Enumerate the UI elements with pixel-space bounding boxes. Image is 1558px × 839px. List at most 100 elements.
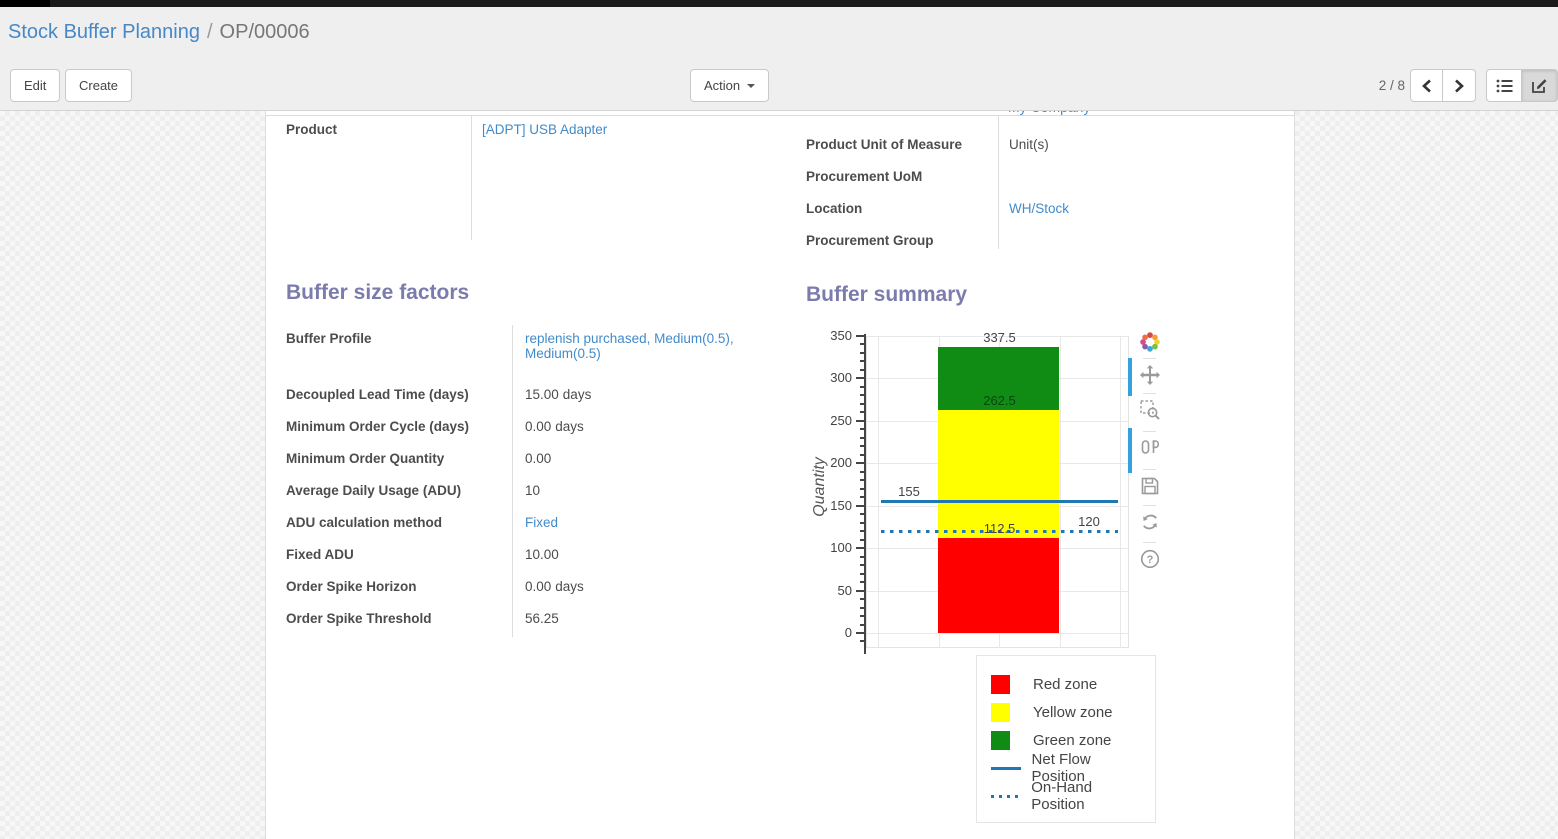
y-major-tick	[856, 547, 864, 550]
field-row-average-daily-usage-adu: Average Daily Usage (ADU) 10	[286, 477, 796, 509]
list-view-button[interactable]	[1486, 69, 1522, 102]
legend-label-net-flow-position: Net Flow Position	[1031, 751, 1091, 785]
y-tick-label: 350	[830, 328, 852, 343]
annotation-262-5: 262.5	[983, 393, 1016, 409]
legend-label-red-zone: Red zone	[1033, 675, 1098, 693]
zone-yellow-zone	[938, 410, 1059, 538]
form-sheet: My Company Product [ADPT] USB Adapter Pro…	[265, 111, 1295, 839]
buffer-factors-group: Buffer Profile replenish purchased, Mediu…	[286, 325, 796, 637]
field-row-minimum-order-cycle-days: Minimum Order Cycle (days) 0.00 days	[286, 413, 796, 445]
top-navbar	[0, 0, 1558, 7]
field-row-fixed-adu: Fixed ADU 10.00	[286, 541, 796, 573]
compare-hover-icon[interactable]	[1139, 437, 1161, 459]
field-label-spacer	[806, 116, 998, 131]
field-row-order-spike-threshold: Order Spike Threshold 56.25	[286, 605, 796, 637]
pager-next-button[interactable]	[1443, 69, 1476, 102]
field-text-minimum-order-quantity: 0.00	[525, 451, 552, 466]
pager-previous-button[interactable]	[1410, 69, 1443, 102]
field-row-order-spike-horizon: Order Spike Horizon 0.00 days	[286, 573, 796, 605]
action-label: Action	[704, 78, 741, 93]
legend-item-yellow-zone[interactable]: Yellow zone	[991, 698, 1143, 726]
field-text-product-unit-of-measure: Unit(s)	[1009, 137, 1049, 152]
breadcrumb: Stock Buffer Planning / OP/00006	[8, 21, 310, 44]
modebar-separator	[1143, 393, 1156, 394]
y-tick-label: 300	[830, 370, 852, 386]
field-suffix-minimum-order-cycle-days: days	[555, 419, 584, 434]
box-zoom-icon[interactable]	[1139, 399, 1161, 421]
y-major-tick	[856, 419, 864, 422]
form-view-background: My Company Product [ADPT] USB Adapter Pro…	[0, 111, 1558, 839]
field-row-buffer-profile: Buffer Profile replenish purchased, Mediu…	[286, 325, 796, 381]
field-label-adu-calculation-method: ADU calculation method	[286, 515, 443, 530]
action-dropdown-button[interactable]: Action	[690, 69, 770, 102]
modebar-active-indicator	[1128, 358, 1132, 396]
svg-text:?: ?	[1147, 554, 1154, 566]
zone-red-zone	[938, 537, 1059, 633]
field-label-minimum-order-quantity: Minimum Order Quantity	[286, 451, 445, 466]
y-minor-tick	[860, 538, 864, 541]
field-row-product-unit-of-measure: Product Unit of Measure Unit(s)	[806, 131, 1276, 163]
legend-item-red-zone[interactable]: Red zone	[991, 670, 1143, 698]
field-value-fixed-adu: 10.00	[512, 541, 784, 573]
y-minor-tick	[860, 513, 864, 516]
y-major-tick	[856, 377, 864, 380]
pager-buttons	[1410, 69, 1476, 102]
reset-axes-icon[interactable]	[1139, 511, 1161, 533]
product-field-group-left: Product [ADPT] USB Adapter	[286, 116, 736, 240]
field-link-location[interactable]: WH/Stock	[1009, 201, 1070, 216]
y-minor-tick	[860, 479, 864, 482]
y-tick-label: 200	[830, 455, 852, 471]
legend-label-green-zone: Green zone	[1033, 731, 1112, 749]
y-minor-tick	[860, 598, 864, 601]
breadcrumb-separator: /	[206, 21, 213, 43]
top-navbar-segment	[0, 0, 50, 7]
control-panel: Stock Buffer Planning / OP/00006 Edit Crea…	[0, 7, 1558, 111]
field-label-order-spike-threshold: Order Spike Threshold	[286, 611, 432, 626]
annotation-155: 155	[898, 484, 920, 500]
y-minor-tick	[860, 360, 864, 363]
edit-button[interactable]: Edit	[10, 69, 61, 102]
field-value-order-spike-threshold: 56.25	[512, 605, 784, 637]
field-label-order-spike-horizon: Order Spike Horizon	[286, 579, 417, 594]
create-button[interactable]: Create	[65, 69, 133, 102]
y-minor-tick	[860, 623, 864, 626]
legend-swatch-yellow-zone	[991, 702, 1023, 722]
y-major-tick	[856, 462, 864, 465]
modebar-separator	[1143, 469, 1156, 470]
company-field-clipped: My Company	[1008, 111, 1138, 117]
annotation-120: 120	[1078, 514, 1100, 530]
legend-item-green-zone[interactable]: Green zone	[991, 726, 1143, 754]
help-icon[interactable]: ?	[1139, 548, 1161, 570]
field-link-adu-calculation-method[interactable]: Fixed	[525, 515, 559, 530]
field-value-adu-calculation-method: Fixed	[512, 509, 784, 541]
field-link-product[interactable]: [ADPT] USB Adapter	[482, 122, 608, 137]
buffer-size-factors-title: Buffer size factors	[286, 281, 470, 304]
list-view-icon	[1496, 79, 1512, 92]
y-major-tick	[856, 589, 864, 592]
y-minor-tick	[860, 470, 864, 473]
next-icon	[1455, 79, 1464, 92]
plotly-logo-icon[interactable]	[1139, 331, 1161, 353]
gridline-vertical	[878, 336, 879, 648]
field-value-location: WH/Stock	[998, 195, 1276, 227]
field-link-buffer-profile[interactable]: replenish purchased, Medium(0.5), Medium…	[525, 331, 734, 361]
field-value-procurement-uom	[998, 163, 1276, 195]
y-minor-tick	[860, 402, 864, 405]
legend-item-on-hand-position[interactable]: On-Hand Position	[991, 779, 1143, 813]
form-view-button[interactable]	[1522, 69, 1558, 102]
field-label-product-unit-of-measure: Product Unit of Measure	[806, 137, 963, 152]
pan-icon[interactable]	[1139, 364, 1161, 386]
y-tick-label: 150	[830, 497, 852, 513]
y-minor-tick	[860, 530, 864, 533]
y-axis-title: Quantity	[811, 457, 828, 517]
y-major-tick	[856, 335, 864, 337]
gridline-vertical	[1119, 336, 1121, 648]
breadcrumb-parent-link[interactable]: Stock Buffer Planning	[8, 21, 200, 43]
legend-swatch-green-zone	[991, 730, 1023, 750]
field-text-order-spike-horizon: 0.00	[525, 579, 552, 594]
save-icon[interactable]	[1139, 475, 1161, 497]
field-row-product: Product [ADPT] USB Adapter	[286, 116, 736, 240]
field-row-location: Location WH/Stock	[806, 195, 1276, 227]
legend-item-net-flow-position[interactable]: Net Flow Position	[991, 751, 1143, 785]
y-axis-line	[864, 334, 866, 654]
